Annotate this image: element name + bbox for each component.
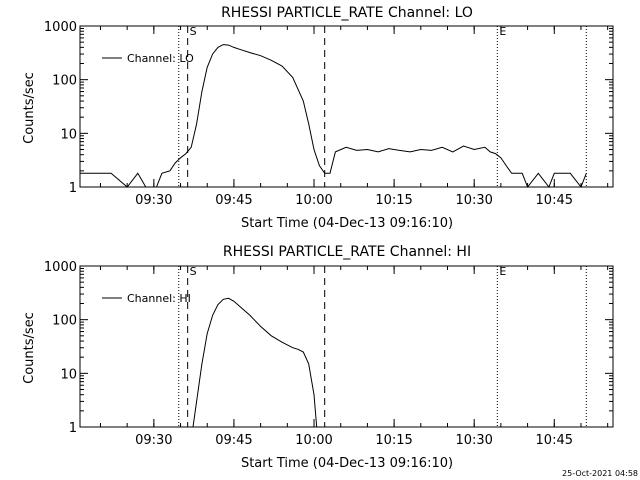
chart-panel-hi: RHESSI PARTICLE_RATE Channel: HI 09:30 09…	[22, 244, 614, 471]
time-marker-label: S	[190, 25, 197, 38]
chart-title-hi: RHESSI PARTICLE_RATE Channel: HI	[223, 244, 471, 260]
axes-hi: 09:30 09:45 10:00 10:15 10:30 10:45 1 10 100 1000…	[44, 260, 614, 448]
y-tick-label: 10	[60, 127, 77, 142]
y-tick-label: 10	[60, 367, 77, 382]
x-tick-label: 09:30	[135, 433, 172, 448]
chart-panel-lo: RHESSI PARTICLE_RATE Channel: LO 09:30 09…	[22, 5, 614, 231]
footer-timestamp: 25-Oct-2021 04:58	[562, 469, 638, 478]
y-tick-label: 1	[69, 181, 77, 196]
x-tick-label: 09:45	[215, 433, 252, 448]
axes-lo: 09:30 09:45 10:00 10:15 10:30 10:45 1 10 100 1000…	[44, 20, 614, 208]
legend-label: Channel: HI	[127, 292, 191, 305]
series-line	[80, 44, 587, 189]
x-tick-label: 09:45	[215, 193, 252, 208]
x-axis-label-hi: Start Time (04-Dec-13 09:16:10)	[241, 456, 453, 471]
y-tick-label: 100	[52, 74, 77, 89]
y-tick-label: 1000	[44, 20, 77, 35]
x-tick-label: 10:15	[375, 433, 412, 448]
plot-frame	[79, 265, 614, 428]
y-tick-label: 100	[52, 314, 77, 329]
x-tick-label: 10:45	[536, 193, 573, 208]
time-marker-label: E	[499, 25, 506, 38]
x-tick-label: 10:00	[295, 193, 332, 208]
y-axis-label-lo: Counts/sec	[22, 72, 37, 144]
time-marker-label: E	[499, 265, 506, 278]
x-tick-label: 10:30	[455, 433, 492, 448]
x-tick-label: 10:45	[536, 433, 573, 448]
y-tick-label: 1	[69, 421, 77, 436]
x-axis-label-lo: Start Time (04-Dec-13 09:16:10)	[241, 216, 453, 231]
x-tick-label: 10:30	[455, 193, 492, 208]
legend-label: Channel: LO	[127, 52, 194, 65]
x-tick-label: 10:00	[295, 433, 332, 448]
time-marker-label: S	[190, 265, 197, 278]
chart-title-lo: RHESSI PARTICLE_RATE Channel: LO	[221, 5, 473, 21]
y-tick-label: 1000	[44, 260, 77, 275]
series-line	[192, 297, 318, 428]
x-tick-label: 10:15	[375, 193, 412, 208]
x-tick-label: 09:30	[135, 193, 172, 208]
plot-frame	[79, 25, 614, 188]
y-axis-label-hi: Counts/sec	[22, 312, 37, 384]
